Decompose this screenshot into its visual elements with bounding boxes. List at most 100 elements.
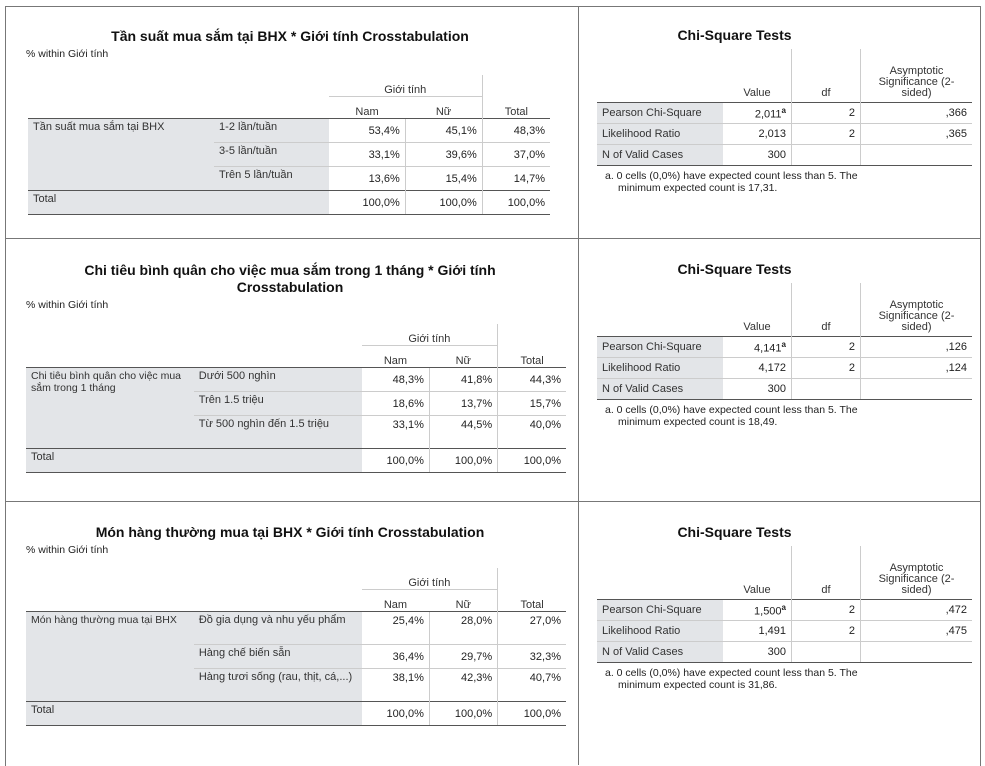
row-label: Pearson Chi-Square (597, 599, 723, 621)
col-header-sig: Asymptotic Significance (2-sided) (860, 49, 972, 103)
col-header-total: Total (481, 96, 550, 119)
cell-value: 33,1% (328, 142, 406, 167)
footnote-line: minimum expected count is 18,49. (618, 416, 778, 428)
cell-value: 40,7% (497, 668, 566, 702)
within-label: % within Giới tính (26, 544, 109, 556)
cell-value: 4,141a (723, 336, 792, 358)
row-label: Likelihood Ratio (597, 357, 723, 379)
cell-value: 13,6% (328, 166, 406, 191)
cell-value: 28,0% (428, 611, 498, 645)
col-header-df: df (791, 49, 861, 103)
cell-value: 100,0% (428, 448, 498, 473)
row-label: Từ 500 nghìn đến 1.5 triệu (193, 415, 362, 449)
group-header: Giới tính (408, 333, 451, 345)
col-header-total: Total (497, 589, 566, 612)
cell-value: 37,0% (481, 142, 550, 167)
cell-value: 100,0% (404, 190, 483, 215)
cell-value: 13,7% (428, 391, 498, 416)
col-header-df: df (791, 283, 861, 337)
cell-value: 100,0% (497, 448, 566, 473)
cell-value: 44,5% (428, 415, 498, 449)
cell-value: 100,0% (481, 190, 550, 215)
col-header-nu: Nữ (429, 345, 498, 368)
cell-value: 33,1% (361, 415, 430, 449)
cell-value (860, 641, 972, 663)
cell-value: 42,3% (428, 668, 498, 702)
chi-square-table: Value df Asymptotic Significance (2-side… (597, 546, 972, 663)
cell-value: 100,0% (361, 701, 430, 726)
crosstab-table: Giới tính Nam Nữ Total Chi tiêu bình quâ… (26, 324, 566, 473)
chi-square-table: Value df Asymptotic Significance (2-side… (597, 49, 972, 166)
cell-value: 100,0% (361, 448, 430, 473)
cell-value: 15,4% (404, 166, 483, 191)
row-divider (5, 238, 980, 239)
cell-value: 40,0% (497, 415, 566, 449)
crosstab-table: Giới tính Nam Nữ Total Tần suất mua sắm … (28, 75, 550, 215)
footnote: a. 0 cells (0,0%) have expected count le… (597, 170, 972, 194)
cell-value: 48,3% (481, 118, 550, 143)
row-var-label: Chi tiêu bình quân cho việc mua sắm tron… (26, 367, 194, 449)
cell-value: 25,4% (361, 611, 430, 645)
cell-value: 44,3% (497, 367, 566, 392)
cell-value: ,365 (860, 123, 972, 145)
chi-square-title: Chi-Square Tests (677, 27, 792, 43)
cell-value: 100,0% (428, 701, 498, 726)
row-label: 3-5 lần/tuần (214, 142, 329, 167)
cell-value: 18,6% (361, 391, 430, 416)
cell-value (860, 378, 972, 400)
col-header-sig: Asymptotic Significance (2-sided) (860, 283, 972, 337)
column-divider (578, 6, 579, 765)
col-header-value: Value (743, 584, 771, 596)
cell-value: 1,500a (723, 599, 792, 621)
cell-value: 38,1% (361, 668, 430, 702)
row-divider (5, 501, 980, 502)
row-label: Likelihood Ratio (597, 123, 723, 145)
col-header-value: Value (743, 87, 771, 99)
cell-value: 300 (723, 641, 792, 663)
cell-value: 1,491 (723, 620, 792, 642)
cell-value: 300 (723, 144, 792, 166)
cell-value: 36,4% (361, 644, 430, 669)
col-header-nam: Nam (328, 96, 406, 119)
total-row-label: Total (26, 448, 362, 473)
col-header-nam: Nam (361, 589, 430, 612)
row-label: Trên 5 lần/tuần (214, 166, 329, 191)
cell-value: 53,4% (328, 118, 406, 143)
row-label: Likelihood Ratio (597, 620, 723, 642)
crosstab-title: Tần suất mua sắm tại BHX * Giới tính Cro… (111, 28, 469, 44)
cell-value: 15,7% (497, 391, 566, 416)
cell-value: ,366 (860, 102, 972, 124)
footnote-line: a. 0 cells (0,0%) have expected count le… (605, 404, 858, 416)
chi-square-title: Chi-Square Tests (677, 524, 792, 540)
footnote-line: a. 0 cells (0,0%) have expected count le… (605, 170, 858, 182)
group-header: Giới tính (384, 84, 427, 96)
cell-value: 27,0% (497, 611, 566, 645)
cell-value: 100,0% (497, 701, 566, 726)
chi-square-title: Chi-Square Tests (677, 261, 792, 277)
col-header-sig: Asymptotic Significance (2-sided) (860, 546, 972, 600)
row-label: Pearson Chi-Square (597, 336, 723, 358)
col-header-df: df (791, 546, 861, 600)
crosstab-title: Chi tiêu bình quân cho việc mua sắm tron… (84, 262, 496, 295)
row-label: N of Valid Cases (597, 641, 723, 663)
row-label: N of Valid Cases (597, 378, 723, 400)
chi-square-panel: Chi-Square Tests Value df Asymptotic Sig… (597, 27, 972, 194)
footnote-line: a. 0 cells (0,0%) have expected count le… (605, 667, 858, 679)
row-var-label: Tần suất mua sắm tại BHX (28, 118, 215, 191)
chi-square-panel: Chi-Square Tests Value df Asymptotic Sig… (597, 524, 972, 691)
row-label: Pearson Chi-Square (597, 102, 723, 124)
cell-value: 300 (723, 378, 792, 400)
row-label: Đồ gia dụng và nhu yếu phẩm (193, 611, 362, 645)
chi-square-panel: Chi-Square Tests Value df Asymptotic Sig… (597, 261, 972, 428)
row-label: Trên 1.5 triệu (193, 391, 362, 416)
cell-value: 39,6% (404, 142, 483, 167)
cell-value: ,126 (860, 336, 972, 358)
row-label: 1-2 lần/tuần (214, 118, 329, 143)
crosstab-panel: Món hàng thường mua tại BHX * Giới tính … (26, 524, 550, 556)
crosstab-title: Món hàng thường mua tại BHX * Giới tính … (95, 524, 485, 540)
cell-value: 2 (791, 357, 861, 379)
cell-value: 29,7% (428, 644, 498, 669)
cell-value (860, 144, 972, 166)
cell-value (791, 641, 861, 663)
group-header: Giới tính (408, 577, 451, 589)
